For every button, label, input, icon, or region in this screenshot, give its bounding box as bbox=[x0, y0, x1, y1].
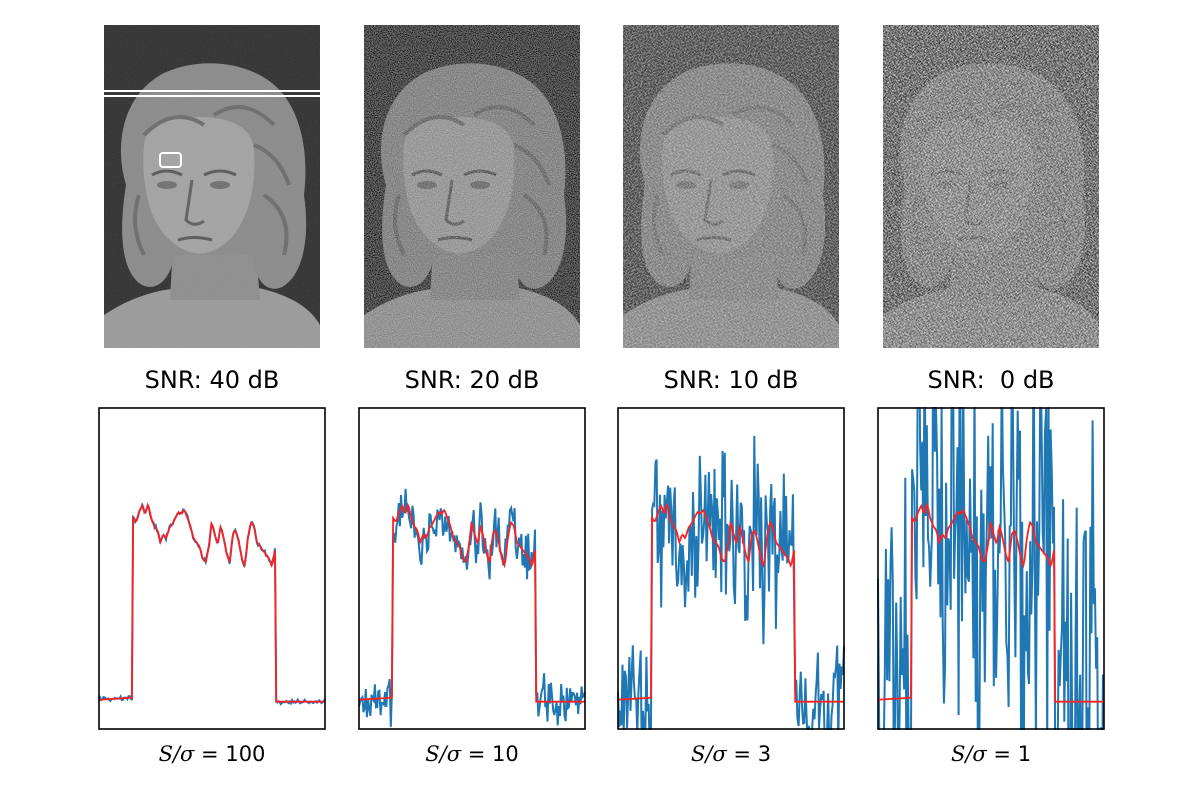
image-panel-10db bbox=[623, 25, 839, 348]
xlabel-40db: S/σ = 100 bbox=[158, 742, 266, 766]
plot-lines bbox=[98, 501, 326, 706]
profile-plot-40db bbox=[98, 407, 326, 730]
profile-plot-20db bbox=[358, 407, 586, 730]
portrait-image-20db bbox=[364, 25, 580, 348]
noisy-profile-line bbox=[877, 407, 1105, 730]
image-panel-40db bbox=[104, 25, 320, 348]
image-panel-0db bbox=[883, 25, 1099, 348]
xlabel-symbol: S/σ bbox=[950, 742, 987, 766]
xlabel-value: 3 bbox=[757, 742, 772, 766]
xlabel-symbol: S/σ bbox=[690, 742, 727, 766]
clean-profile-line bbox=[618, 502, 844, 703]
roi-rectangle bbox=[159, 152, 182, 168]
axes-frame bbox=[358, 407, 586, 730]
profile-plot-0db bbox=[877, 407, 1105, 730]
panel-title-20db: SNR: 20 dB bbox=[404, 366, 540, 394]
axes-frame bbox=[617, 407, 845, 730]
xlabel-value: 100 bbox=[225, 742, 266, 766]
panel-title-0db: SNR: 0 dB bbox=[927, 366, 1055, 394]
clean-profile-line bbox=[99, 502, 325, 703]
xlabel-20db: S/σ = 10 bbox=[425, 742, 519, 766]
plot-lines bbox=[877, 407, 1105, 730]
xlabel-value: 1 bbox=[1017, 742, 1032, 766]
portrait-image-0db bbox=[883, 25, 1099, 348]
xlabel-0db: S/σ = 1 bbox=[950, 742, 1032, 766]
panel-title-10db: SNR: 10 dB bbox=[663, 366, 799, 394]
noisy-profile-line bbox=[358, 488, 586, 727]
axes-frame bbox=[98, 407, 326, 730]
panel-title-40db: SNR: 40 dB bbox=[144, 366, 280, 394]
profile-plot-10db bbox=[617, 407, 845, 730]
xlabel-symbol: S/σ bbox=[158, 742, 195, 766]
xlabel-value: 10 bbox=[492, 742, 519, 766]
image-panel-20db bbox=[364, 25, 580, 348]
noisy-profile-line bbox=[617, 435, 845, 730]
clean-profile-line bbox=[359, 502, 585, 703]
portrait-image-10db bbox=[623, 25, 839, 348]
axes-frame bbox=[877, 407, 1105, 730]
plot-lines bbox=[617, 435, 845, 730]
plot-lines bbox=[358, 488, 586, 727]
xlabel-symbol: S/σ bbox=[425, 742, 462, 766]
portrait-image-40db bbox=[104, 25, 320, 348]
xlabel-10db: S/σ = 3 bbox=[690, 742, 772, 766]
clean-profile-line bbox=[878, 502, 1104, 703]
